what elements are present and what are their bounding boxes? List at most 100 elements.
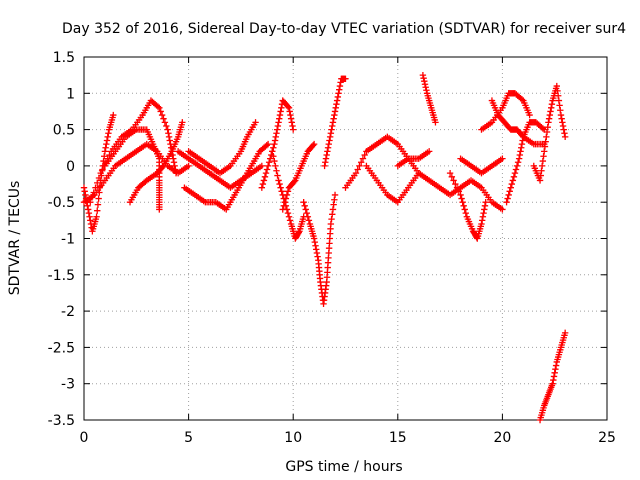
data-point — [324, 144, 332, 151]
data-point — [101, 153, 108, 160]
data-point — [541, 143, 549, 150]
data-point — [552, 362, 560, 369]
data-point — [273, 126, 281, 133]
data-point — [285, 213, 293, 220]
data-point — [94, 201, 102, 208]
series-arc18 — [415, 169, 506, 213]
data-point — [511, 169, 519, 177]
data-point — [561, 133, 569, 141]
data-point — [329, 119, 337, 126]
data-point — [287, 111, 294, 119]
data-point — [551, 369, 558, 377]
x-axis-label: GPS time / hours — [285, 459, 402, 475]
data-point — [263, 142, 270, 149]
data-point — [537, 172, 544, 179]
y-tick-label: 1.5 — [53, 50, 75, 66]
data-point — [157, 108, 164, 115]
data-point — [161, 119, 169, 126]
data-point — [331, 191, 339, 199]
data-point — [420, 74, 427, 82]
data-point — [461, 206, 468, 213]
data-point — [273, 130, 280, 137]
data-point — [559, 122, 567, 130]
data-point — [327, 220, 335, 228]
data-point — [270, 144, 277, 151]
data-point — [557, 111, 565, 119]
series-arc23 — [503, 119, 548, 206]
data-point — [457, 191, 464, 199]
data-point — [285, 104, 293, 112]
data-point — [331, 111, 338, 119]
data-point — [332, 104, 339, 112]
x-tick-label: 15 — [389, 430, 407, 446]
data-point — [553, 82, 560, 90]
data-point — [543, 128, 551, 136]
series-arc5 — [101, 126, 163, 213]
series-arc8 — [185, 119, 259, 177]
data-point — [282, 195, 290, 202]
y-axis-label: SDTVAR / TECUs — [7, 181, 23, 296]
data-point — [539, 125, 547, 132]
data-point — [499, 155, 506, 162]
data-point — [352, 169, 360, 177]
data-point — [446, 169, 454, 177]
data-point — [302, 206, 309, 213]
data-point — [422, 84, 429, 91]
data-point — [172, 166, 179, 173]
data-point — [97, 169, 104, 177]
data-point — [93, 213, 100, 220]
data-point — [331, 108, 339, 115]
data-point — [165, 130, 172, 137]
data-point — [518, 96, 526, 103]
data-point — [309, 142, 317, 149]
data-point — [87, 199, 94, 206]
data-point — [110, 111, 117, 119]
data-point — [336, 82, 344, 90]
data-point — [99, 166, 106, 173]
data-point — [503, 199, 510, 206]
data-point — [538, 167, 545, 174]
y-tick-label: -3.5 — [48, 413, 75, 429]
series-arc1 — [80, 111, 117, 235]
data-point — [179, 119, 186, 126]
series-arc20 — [457, 155, 506, 177]
data-point — [283, 191, 291, 199]
data-point — [86, 213, 93, 220]
data-point — [337, 79, 344, 86]
data-point — [548, 104, 555, 112]
data-point — [265, 159, 273, 166]
data-point — [277, 184, 284, 191]
data-point — [258, 184, 266, 191]
data-point — [328, 126, 335, 133]
data-point — [163, 122, 170, 130]
data-point — [158, 111, 166, 119]
data-point — [310, 140, 318, 148]
series-arc6 — [174, 148, 266, 191]
data-point — [552, 365, 559, 373]
data-point — [450, 177, 457, 184]
data-point — [313, 246, 320, 253]
data-point — [300, 199, 307, 206]
data-point — [544, 123, 551, 131]
data-point — [185, 162, 192, 170]
series-arc16 — [394, 148, 433, 170]
data-point — [274, 172, 281, 179]
data-point — [508, 180, 516, 188]
data-point — [542, 138, 549, 145]
x-tick-label: 5 — [184, 430, 193, 446]
data-point — [515, 155, 523, 162]
data-point — [473, 234, 480, 241]
data-point — [84, 202, 91, 210]
data-point — [274, 122, 282, 130]
data-point — [478, 217, 486, 224]
data-point — [331, 196, 338, 203]
data-point — [513, 162, 521, 170]
data-point — [540, 153, 547, 160]
y-tick-label: 0 — [66, 159, 75, 175]
data-point — [261, 173, 269, 180]
data-point — [460, 202, 467, 210]
data-point — [291, 178, 298, 185]
data-point — [264, 140, 272, 148]
data-point — [480, 209, 487, 217]
data-point — [276, 180, 283, 188]
